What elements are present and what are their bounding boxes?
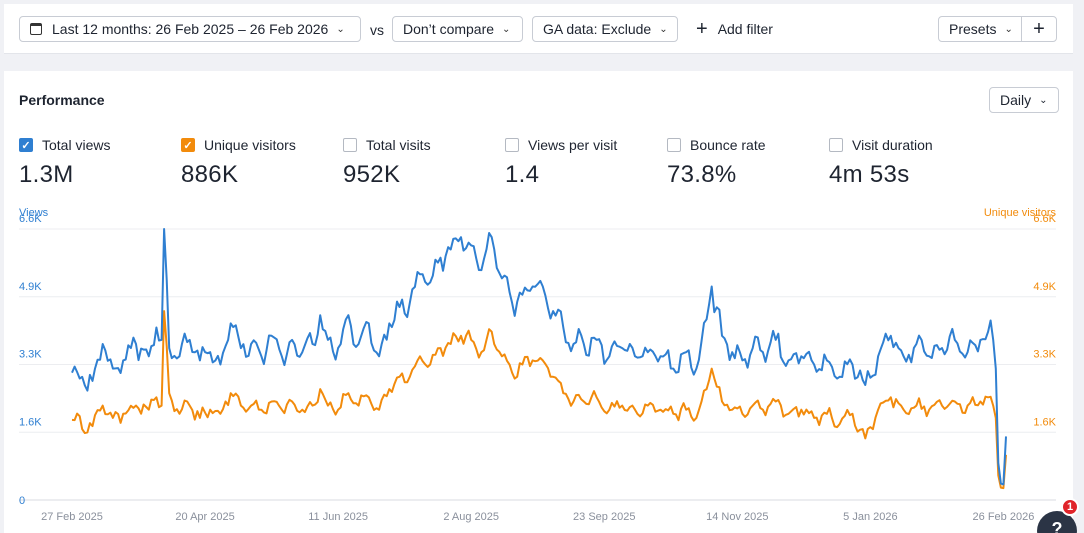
checkbox-bounce-rate[interactable] <box>667 138 681 152</box>
metric-visit-duration[interactable]: Visit duration 4m 53s <box>829 137 933 189</box>
metric-unique-visitors[interactable]: ✓ Unique visitors 886K <box>181 137 296 189</box>
x-tick-label: 11 Jun 2025 <box>308 511 368 523</box>
metric-label: Visit duration <box>852 137 933 153</box>
left-tick-label: 4.9K <box>19 281 42 293</box>
checkbox-visit-duration[interactable] <box>829 138 843 152</box>
performance-chart: Views Unique visitors 0 1.6K 3.3K 4.9K 6.6K 1.6… <box>19 207 1057 523</box>
compare-label: Don’t compare <box>403 21 495 37</box>
checkbox-total-visits[interactable] <box>343 138 357 152</box>
metric-value: 1.4 <box>505 161 540 188</box>
compare-button[interactable]: Don’t compare ⌄ <box>392 16 523 42</box>
chevron-down-icon: ⌄ <box>502 23 511 35</box>
chevron-down-icon: ⌄ <box>659 23 668 35</box>
right-tick-label: 6.6K <box>1033 213 1056 225</box>
chevron-down-icon: ⌄ <box>1039 94 1048 106</box>
metric-value: 73.8% <box>667 161 737 188</box>
date-range-label: Last 12 months: 26 Feb 2025 – 26 Feb 202… <box>52 21 329 37</box>
metric-value: 1.3M <box>19 161 74 188</box>
plus-icon: + <box>1033 17 1045 40</box>
ga-data-label: GA data: Exclude <box>543 21 652 37</box>
x-tick-label: 23 Sep 2025 <box>573 511 635 523</box>
right-tick-label: 3.3K <box>1033 349 1056 361</box>
metric-label: Total views <box>42 137 111 153</box>
left-tick-label: 3.3K <box>19 349 42 361</box>
left-tick-label: 0 <box>19 495 25 507</box>
metric-total-views[interactable]: ✓ Total views 1.3M <box>19 137 110 189</box>
help-button[interactable]: ? <box>1037 511 1077 533</box>
metric-views-per-visit[interactable]: Views per visit 1.4 <box>505 137 617 189</box>
notification-badge: 1 <box>1061 498 1079 516</box>
checkbox-unique-visitors[interactable]: ✓ <box>181 138 195 152</box>
top-toolbar: Last 12 months: 26 Feb 2025 – 26 Feb 202… <box>4 4 1073 54</box>
performance-panel: Performance Daily ⌄ ✓ Total views 1.3M ✓ U… <box>4 71 1073 533</box>
panel-title: Performance <box>19 92 105 108</box>
metric-label: Unique visitors <box>204 137 296 153</box>
presets-button[interactable]: Presets ⌄ <box>938 16 1022 42</box>
checkbox-total-views[interactable]: ✓ <box>19 138 33 152</box>
x-tick-label: 26 Feb 2026 <box>973 511 1035 523</box>
chevron-down-icon: ⌄ <box>1004 23 1013 35</box>
ga-data-button[interactable]: GA data: Exclude ⌄ <box>532 16 678 42</box>
granularity-select[interactable]: Daily ⌄ <box>989 87 1059 113</box>
presets-label: Presets <box>949 21 997 37</box>
right-tick-label: 4.9K <box>1033 281 1056 293</box>
series-line-unique-visitors <box>71 310 1007 490</box>
metric-total-visits[interactable]: Total visits 952K <box>343 137 431 189</box>
x-tick-label: 2 Aug 2025 <box>443 511 499 523</box>
left-tick-label: 1.6K <box>19 416 42 428</box>
right-axis-title: Unique visitors <box>984 207 1057 219</box>
help-label: ? <box>1051 519 1063 533</box>
add-filter-button[interactable]: + Add filter <box>696 18 773 40</box>
x-tick-label: 27 Feb 2025 <box>41 511 103 523</box>
granularity-label: Daily <box>1000 92 1032 108</box>
metric-bounce-rate[interactable]: Bounce rate 73.8% <box>667 137 766 189</box>
left-tick-label: 6.6K <box>19 213 42 225</box>
metric-value: 952K <box>343 161 401 188</box>
calendar-icon <box>30 23 42 35</box>
add-preset-button[interactable]: + <box>1021 16 1057 42</box>
add-filter-label: Add filter <box>717 21 773 37</box>
metric-label: Views per visit <box>528 137 618 153</box>
chevron-down-icon: ⌄ <box>336 23 345 35</box>
series-line-total-views <box>71 228 1007 486</box>
checkbox-views-per-visit[interactable] <box>505 138 519 152</box>
date-range-button[interactable]: Last 12 months: 26 Feb 2025 – 26 Feb 202… <box>19 16 361 42</box>
x-tick-label: 14 Nov 2025 <box>706 511 768 523</box>
x-tick-label: 20 Apr 2025 <box>175 511 234 523</box>
x-tick-label: 5 Jan 2026 <box>843 511 897 523</box>
metric-label: Total visits <box>366 137 431 153</box>
vs-label: vs <box>370 22 384 38</box>
plus-icon: + <box>696 18 708 40</box>
metric-value: 886K <box>181 161 239 188</box>
metric-value: 4m 53s <box>829 161 910 188</box>
metric-label: Bounce rate <box>690 137 766 153</box>
right-tick-label: 1.6K <box>1033 416 1056 428</box>
left-axis-title: Views <box>19 207 49 219</box>
